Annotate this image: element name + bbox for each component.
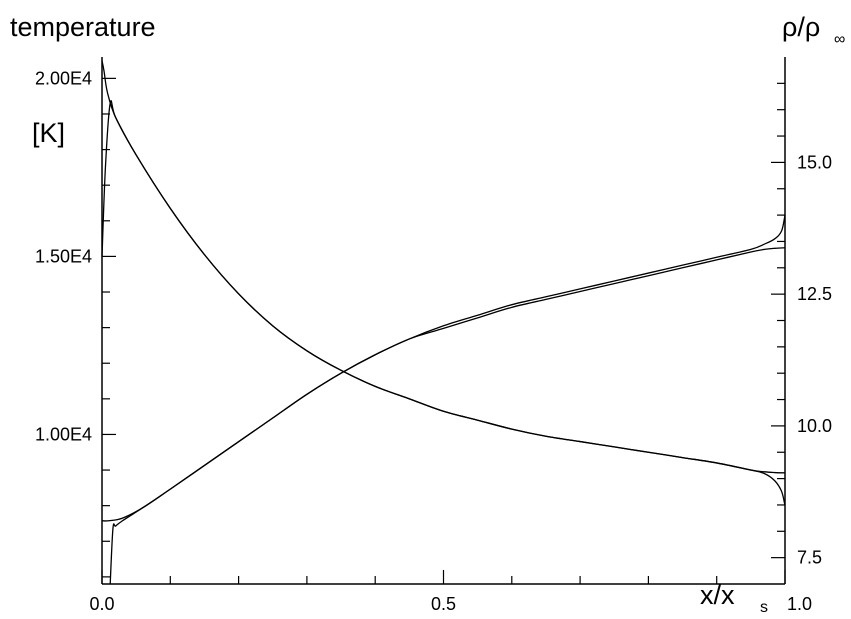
x-tick-label: 1.0: [787, 594, 812, 614]
x-tick-label: 0.0: [89, 594, 114, 614]
left-axis-title: temperature: [10, 12, 156, 42]
left-tick-label: 1.50E4: [35, 246, 92, 266]
left-tick-label: 1.00E4: [35, 424, 92, 444]
right-tick-label: 10.0: [797, 416, 832, 436]
left-axis-unit: [K]: [32, 118, 65, 148]
series-layer: [101, 60, 786, 585]
density-series-line: [109, 247, 786, 585]
plot-frame: [101, 57, 786, 585]
ticks-layer: 0.0 0.5 1.0 2.00E4 1.50E4 1.00E4 15.0 12.5 10.0 7…: [35, 68, 832, 614]
x-axis-title-sub: s: [760, 599, 768, 616]
right-tick-label: 12.5: [797, 284, 832, 304]
x-axis-title: x/x: [700, 580, 735, 610]
right-tick-label: 7.5: [797, 548, 822, 568]
x-tick-label: 0.5: [431, 594, 456, 614]
density-series-line: [101, 214, 786, 522]
temperature-series-line: [101, 100, 786, 474]
right-axis-title-sub: ∞: [834, 31, 845, 48]
left-tick-label: 2.00E4: [35, 68, 92, 88]
temperature-series-line: [101, 60, 786, 506]
right-tick-label: 15.0: [797, 152, 832, 172]
right-axis-title: ρ/ρ: [782, 12, 820, 42]
